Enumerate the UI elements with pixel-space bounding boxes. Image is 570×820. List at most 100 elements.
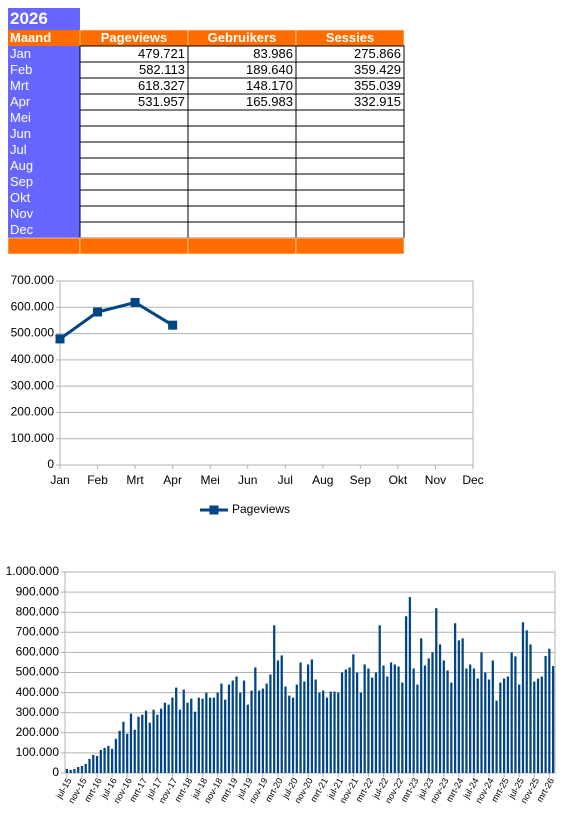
bar — [457, 640, 461, 773]
data-cell — [79, 141, 189, 159]
data-cell — [79, 221, 189, 239]
bar — [212, 697, 216, 773]
x-tick-label: Dec — [462, 473, 483, 487]
data-cell — [187, 205, 297, 223]
data-cell — [79, 173, 189, 191]
cell-value: 359.429 — [354, 62, 401, 77]
bar — [295, 684, 298, 773]
data-cell — [79, 109, 189, 127]
point-marker — [55, 334, 65, 344]
legend-label: Pageviews — [232, 502, 290, 516]
bar — [80, 765, 84, 773]
bar — [472, 668, 476, 773]
bar — [197, 697, 200, 773]
header-text: Pageviews — [101, 30, 168, 45]
series-line — [59, 300, 174, 341]
bar — [325, 697, 329, 773]
bar — [141, 714, 144, 773]
y-tick-label: 600.000 — [16, 645, 60, 659]
month-text: Mrt — [10, 78, 29, 93]
bar — [239, 692, 242, 773]
month-text: Okt — [10, 190, 31, 205]
bar — [92, 754, 95, 773]
month-text: Feb — [10, 62, 32, 77]
bar — [514, 656, 517, 773]
bar — [438, 644, 442, 773]
month-cell — [8, 62, 80, 78]
y-tick-label: 300.000 — [16, 705, 60, 719]
bar — [544, 655, 547, 773]
point-marker — [130, 297, 140, 307]
bar — [69, 769, 72, 773]
month-text: Jun — [10, 126, 31, 141]
table-title: 2026 — [10, 9, 48, 28]
bar — [435, 608, 438, 773]
bar — [144, 710, 148, 773]
x-tick-label: Okt — [389, 473, 408, 487]
bar — [378, 625, 381, 773]
month-cell — [8, 142, 80, 158]
bar — [374, 672, 378, 773]
bar — [156, 714, 159, 773]
month-cell — [8, 78, 80, 94]
bar — [193, 711, 197, 773]
month-text: Dec — [10, 222, 34, 237]
bar — [171, 697, 174, 773]
plot-frame — [59, 280, 474, 466]
bar — [453, 623, 457, 773]
bar — [250, 690, 253, 773]
bar — [352, 654, 355, 773]
cell-value: 582.113 — [139, 62, 185, 77]
bar — [107, 745, 110, 773]
bar — [99, 749, 102, 773]
bar — [518, 684, 521, 773]
bar — [133, 729, 136, 773]
month-text: Jan — [10, 46, 31, 61]
bar — [220, 683, 223, 773]
y-tick-label: 200.000 — [11, 405, 55, 419]
cell-value: 189.640 — [246, 62, 293, 77]
month-cell — [8, 94, 80, 110]
month-cell — [8, 46, 80, 62]
bar — [469, 664, 472, 773]
footer-cell — [187, 237, 297, 255]
bar — [227, 684, 231, 773]
x-tick-label: Jun — [238, 473, 257, 487]
bar — [201, 698, 204, 773]
bar — [163, 702, 167, 773]
bar — [431, 652, 434, 773]
bar — [340, 672, 344, 773]
data-cell — [295, 205, 405, 223]
y-tick-label: 1.000.000 — [6, 564, 60, 578]
bar — [273, 625, 276, 773]
bar — [190, 698, 193, 773]
bar — [114, 738, 118, 773]
bar — [450, 682, 453, 773]
data-cell — [187, 125, 297, 143]
bar — [261, 688, 265, 773]
y-tick-label: 300.000 — [11, 378, 55, 392]
bar — [404, 616, 408, 773]
month-cell — [8, 222, 80, 238]
month-text: Aug — [10, 158, 33, 173]
footer-cell — [295, 237, 405, 255]
cell-value: 148.170 — [246, 78, 293, 93]
y-tick-label: 0 — [47, 457, 54, 471]
bar — [408, 597, 412, 773]
month-cell — [8, 206, 80, 222]
bar — [299, 662, 302, 773]
y-tick-label: 600.000 — [11, 299, 55, 313]
bar — [208, 697, 212, 773]
bar — [548, 648, 551, 773]
month-text: Nov — [10, 206, 34, 221]
y-tick-label: 500.000 — [16, 665, 60, 679]
bar — [525, 630, 528, 773]
month-cell — [8, 110, 80, 126]
cell-value: 83.986 — [253, 46, 293, 61]
bar — [288, 695, 291, 773]
bar — [276, 660, 280, 773]
bar — [465, 668, 468, 773]
data-cell — [79, 125, 189, 143]
